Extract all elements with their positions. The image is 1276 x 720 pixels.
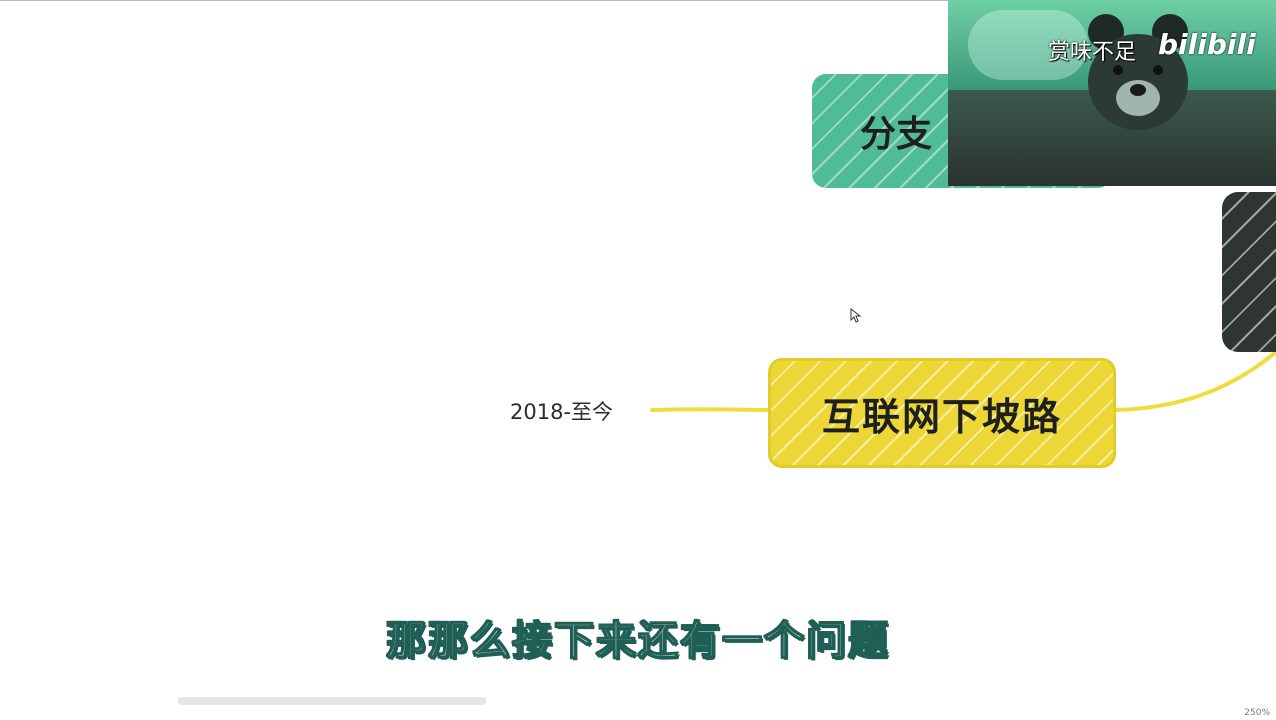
mindmap-node-main-label: 互联网下坡路 [821, 394, 1062, 439]
mindmap-node-main[interactable]: 互联网下坡路 [768, 358, 1116, 468]
mindmap-node-dark[interactable] [1222, 192, 1276, 352]
mouse-cursor-icon [850, 308, 862, 323]
status-zoom: 250% [1244, 708, 1270, 718]
webcam-overlay: 赏味不足 bilibili [948, 0, 1276, 186]
window-top-border [0, 0, 1276, 1]
mindmap-node-branch-label: 分支 [860, 114, 933, 155]
video-subtitle: 那那么接下来还有一个问题 [385, 617, 890, 665]
bear-mask-icon [1088, 14, 1188, 130]
bilibili-logo: bilibili [1158, 28, 1256, 61]
connector-main-to-dark [1114, 350, 1276, 412]
webcam-background-highlight [968, 10, 1088, 80]
branch-label-2018[interactable]: 2018-至今 [510, 400, 614, 424]
horizontal-scrollbar[interactable] [178, 697, 486, 705]
watermark-text: 赏味不足 [1048, 40, 1137, 65]
connector-main-to-branch [650, 407, 772, 412]
